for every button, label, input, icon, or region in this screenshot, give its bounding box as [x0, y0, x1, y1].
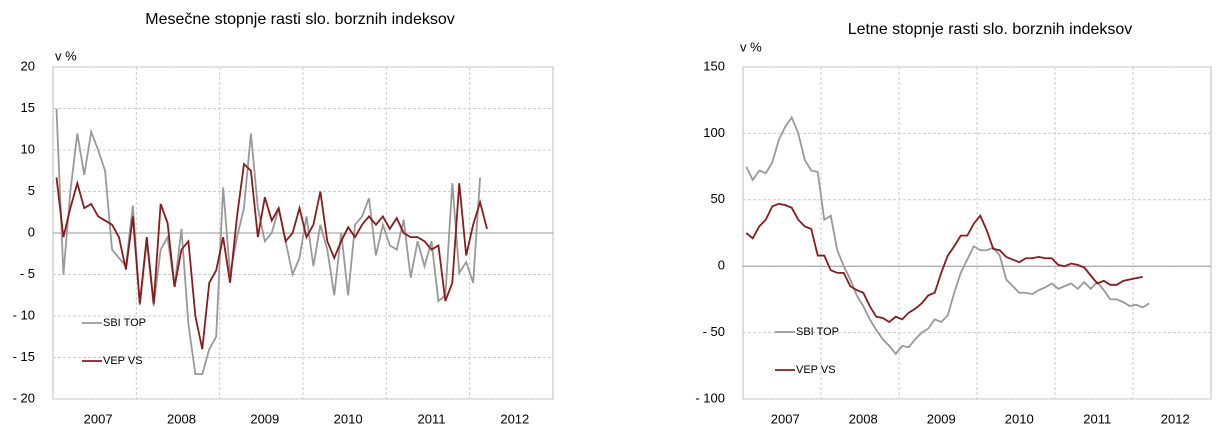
x-tick-label: 2009	[250, 411, 279, 426]
chart-title: Letne stopnje rasti slo. borznih indekso…	[848, 21, 1133, 38]
y-tick-label: 0	[718, 258, 725, 273]
x-tick-label: 2011	[1083, 411, 1111, 426]
y-tick-label: 10	[21, 141, 35, 156]
x-tick-label: 2009	[927, 411, 956, 426]
y-tick-label: - 10	[13, 307, 35, 322]
y-tick-label: 15	[21, 100, 35, 115]
y-tick-label: - 5	[20, 266, 35, 281]
x-tick-label: 2010	[334, 411, 363, 426]
x-tick-label: 2012	[500, 411, 529, 426]
y-tick-label: 50	[711, 191, 725, 206]
y-tick-label: - 100	[695, 390, 725, 405]
legend-label: SBI TOP	[796, 326, 839, 338]
x-tick-label: 2011	[417, 411, 445, 426]
series-line	[745, 115, 1150, 356]
x-tick-label: 2007	[771, 411, 800, 426]
chart-title: Mesečne stopnje rasti slo. borznih indek…	[145, 11, 455, 28]
y-tick-label: - 20	[13, 390, 35, 405]
x-tick-label: 2007	[84, 411, 113, 426]
y-tick-label: 100	[703, 125, 725, 140]
y-tick-label: - 15	[13, 349, 35, 364]
y-tick-label: 0	[28, 224, 35, 239]
legend-label: VEP VS	[103, 355, 143, 367]
y-axis-label: v %	[55, 48, 77, 63]
y-axis-label: v %	[740, 39, 762, 54]
x-tick-label: 2012	[1161, 411, 1190, 426]
x-tick-label: 2008	[167, 411, 196, 426]
x-tick-label: 2010	[1005, 411, 1034, 426]
y-tick-label: 150	[703, 58, 725, 73]
legend-label: VEP VS	[796, 364, 836, 376]
y-tick-label: 5	[28, 183, 35, 198]
series-line	[745, 202, 1143, 324]
series-line	[55, 162, 488, 350]
y-tick-label: 20	[21, 58, 35, 73]
x-tick-label: 2008	[849, 411, 878, 426]
legend-label: SBI TOP	[103, 317, 146, 329]
y-tick-label: - 50	[703, 324, 725, 339]
